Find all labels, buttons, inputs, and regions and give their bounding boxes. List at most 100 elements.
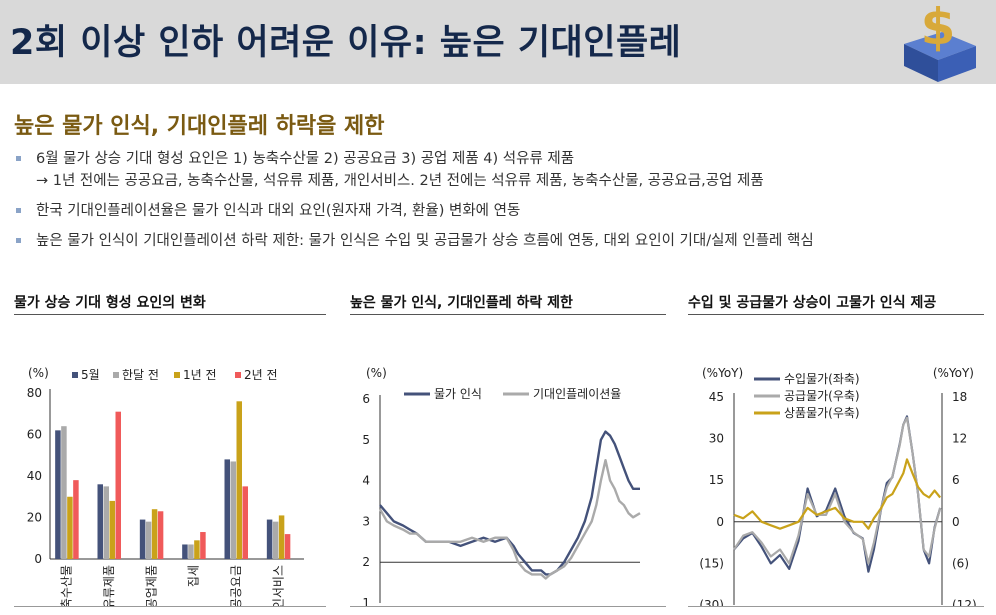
- series-line: [733, 416, 942, 565]
- svg-text:$: $: [921, 0, 956, 56]
- divider: [350, 606, 666, 607]
- bullet-list: 6월 물가 상승 기대 형성 요인은 1) 농축수산물 2) 공공요금 3) 공…: [14, 148, 984, 260]
- bar: [103, 486, 109, 559]
- bar: [115, 411, 121, 559]
- legend-label: 2년 전: [244, 368, 278, 382]
- x-tick-label: 공공요금: [229, 565, 243, 607]
- bar: [151, 509, 158, 559]
- bar: [139, 519, 146, 559]
- chart-title: 수입 및 공급물가 상승이 고물가 인식 제공: [688, 292, 984, 315]
- y-tick-label: 5: [362, 433, 370, 447]
- bar: [109, 500, 115, 559]
- y-right-tick-label: 0: [952, 515, 960, 529]
- y-left-tick-label: 15: [709, 473, 724, 487]
- legend-label: 1년 전: [183, 368, 217, 382]
- y-unit-label: (%): [28, 366, 49, 380]
- bar: [242, 486, 248, 559]
- bar: [145, 521, 152, 559]
- y-right-unit-label: (%YoY): [933, 366, 974, 380]
- y-tick-label: 0: [34, 552, 42, 566]
- legend-label: 공급물가(우축): [784, 389, 860, 403]
- y-tick-label: 3: [362, 514, 370, 528]
- x-tick-label: 집세: [187, 565, 201, 587]
- bullet-text-cont: → 1년 전에는 공공요금, 농축수산물, 석유류 제품, 개인서비스. 2년 …: [36, 173, 764, 189]
- y-right-tick-label: (6): [952, 556, 969, 570]
- y-tick-label: 40: [27, 469, 42, 483]
- chart-factors: 물가 상승 기대 형성 요인의 변화 (%) 0 20 40 60 80 5월 한달 전 1년 …: [14, 292, 326, 607]
- bar: [67, 496, 73, 559]
- y-right-tick-label: 6: [952, 473, 960, 487]
- page-header: 2회 이상 인하 어려운 이유: 높은 기대인플레 $: [0, 0, 996, 84]
- legend-label: 기대인플레이션율: [533, 387, 621, 401]
- y-left-tick-label: (15): [699, 556, 724, 570]
- bar: [97, 484, 103, 559]
- bullet-item: 한국 기대인플레이션율은 물가 인식과 대외 요인(원자재 가격, 환율) 변화…: [14, 200, 984, 222]
- y-tick-label: 20: [27, 511, 42, 525]
- divider: [688, 606, 984, 607]
- bar: [278, 515, 285, 559]
- legend-swatch: [72, 372, 78, 378]
- y-tick-label: 4: [362, 474, 370, 488]
- legend-swatch: [113, 372, 119, 378]
- y-left-tick-label: 0: [716, 515, 724, 529]
- bullet-text: 높은 물가 인식이 기대인플레이션 하락 제한: 물가 인식은 수입 및 공급물…: [36, 233, 814, 249]
- bar: [266, 519, 273, 559]
- page-title: 2회 이상 인하 어려운 이유: 높은 기대인플레: [10, 23, 682, 63]
- bar: [284, 534, 291, 559]
- bar: [194, 540, 200, 559]
- y-unit-label: (%): [366, 366, 387, 380]
- bar: [73, 480, 79, 559]
- bar: [200, 532, 206, 559]
- bullet-marker: [16, 208, 21, 213]
- chart-import-prices: 수입 및 공급물가 상승이 고물가 인식 제공 (%YoY) (%YoY) (30)…: [688, 292, 984, 607]
- chart-title: 높은 물가 인식, 기대인플레 하락 제한: [350, 292, 666, 315]
- legend-label: 한달 전: [122, 368, 159, 382]
- y-right-tick-label: (12): [952, 598, 977, 607]
- legend-label: 5월: [81, 368, 100, 382]
- bullet-item: 6월 물가 상승 기대 형성 요인은 1) 농축수산물 2) 공공요금 3) 공…: [14, 148, 984, 192]
- bar: [188, 544, 194, 559]
- y-left-tick-label: (30): [699, 598, 724, 607]
- y-tick-label: 2: [362, 555, 370, 569]
- y-tick-label: 60: [27, 428, 42, 442]
- y-right-tick-label: 18: [952, 390, 967, 404]
- x-tick-label: 개인서비스: [271, 565, 285, 607]
- y-tick-label: 6: [362, 392, 370, 406]
- y-right-tick-label: 12: [952, 432, 967, 446]
- series-line: [379, 430, 640, 576]
- legend-swatch: [235, 372, 241, 378]
- x-tick-label: 공업제품: [144, 565, 158, 607]
- series-line: [733, 458, 942, 530]
- chart-perception: 높은 물가 인식, 기대인플레 하락 제한 (%)12345613161922물…: [350, 292, 666, 607]
- bullet-text: 한국 기대인플레이션율은 물가 인식과 대외 요인(원자재 가격, 환율) 변화…: [36, 203, 521, 219]
- bar: [182, 544, 188, 559]
- bar: [236, 401, 242, 559]
- section-title: 높은 물가 인식, 기대인플레 하락을 제한: [14, 114, 385, 139]
- bullet-item: 높은 물가 인식이 기대인플레이션 하락 제한: 물가 인식은 수입 및 공급물…: [14, 230, 984, 252]
- y-left-tick-label: 30: [709, 432, 724, 446]
- legend-swatch: [174, 372, 180, 378]
- chart-title: 물가 상승 기대 형성 요인의 변화: [14, 292, 326, 315]
- y-tick-label: 1: [362, 596, 370, 607]
- legend-label: 수입물가(좌축): [784, 372, 860, 386]
- y-left-unit-label: (%YoY): [702, 366, 743, 380]
- bar: [230, 461, 236, 559]
- bar: [61, 426, 67, 559]
- bullet-marker: [16, 156, 21, 161]
- y-tick-label: 80: [27, 386, 42, 400]
- x-tick-label: 석유류제품: [102, 565, 116, 607]
- y-left-tick-label: 45: [709, 390, 724, 404]
- divider: [14, 606, 326, 607]
- series-line: [378, 459, 641, 580]
- dollar-logo-icon: $: [904, 0, 976, 82]
- bullet-text: 6월 물가 상승 기대 형성 요인은 1) 농축수산물 2) 공공요금 3) 공…: [36, 151, 575, 167]
- bar: [224, 459, 230, 559]
- bar: [157, 511, 164, 559]
- x-tick-label: 농축수산물: [60, 565, 74, 607]
- bar: [55, 430, 61, 559]
- legend-label: 물가 인식: [434, 387, 482, 401]
- chart-import-prices-svg: (%YoY) (%YoY) (30) (15) 0 15 30 45 (12) (6) 0 6 12 18…: [699, 366, 977, 607]
- bullet-marker: [16, 238, 21, 243]
